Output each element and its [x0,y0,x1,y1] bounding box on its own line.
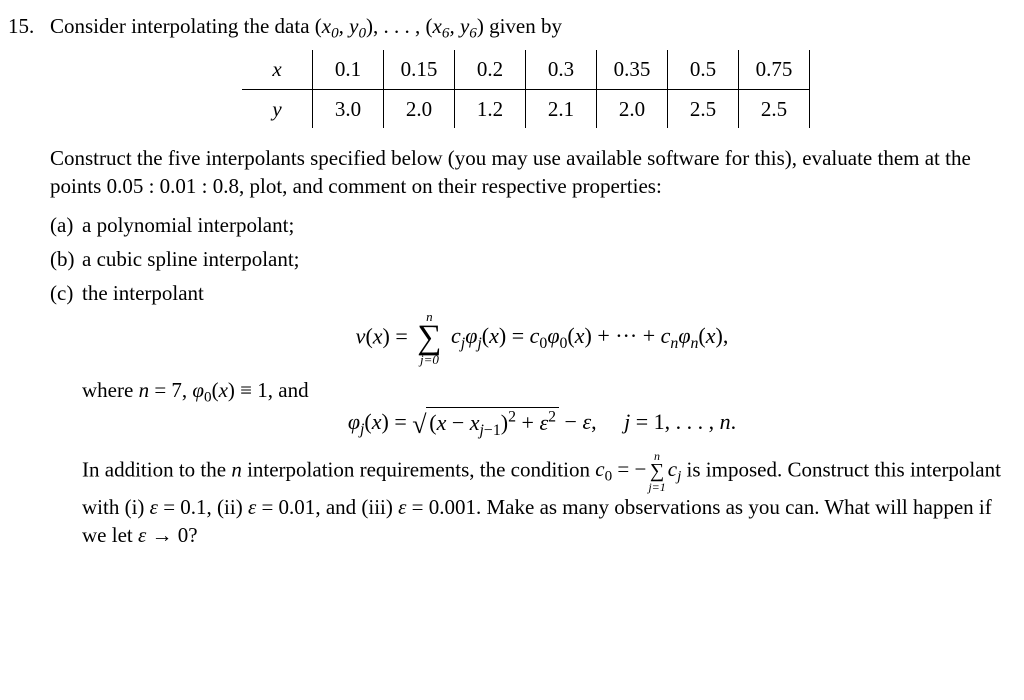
intro-pair-6: x6, y6 [433,14,477,38]
subpart-text: the interpolant [82,281,204,305]
cell: 0.15 [384,50,455,89]
closing-mid3: , (ii) [207,495,248,519]
closing-mid4: , and (iii) [315,495,398,519]
where-pre: where [82,378,139,402]
instruction-paragraph: Construct the five interpolants specifie… [50,144,1002,201]
data-table: x 0.1 0.15 0.2 0.3 0.35 0.5 0.75 y 3.0 2… [242,50,810,128]
where-post: , and [268,378,309,402]
subpart-text: a polynomial interpolant; [82,213,294,237]
closing-cond-lhs: c0 = − [595,457,646,481]
sum-inline: n∑j=1 [648,450,665,493]
intro-mid1: ), . . . , ( [366,14,433,38]
cell: 0.35 [597,50,668,89]
sigma-icon: ∑ [417,323,441,354]
eps1: ε = 0.1 [150,495,207,519]
subpart-label: (a) [50,211,73,239]
intro-text: Consider interpolating the data (x0, y0)… [50,12,1002,40]
cell: 0.3 [526,50,597,89]
cell: 0.75 [739,50,810,89]
cell: 0.1 [313,50,384,89]
eps-lim: ε → 0 [138,523,188,547]
phi-tail: − ε, [565,409,597,434]
equation-phi: φj(x) = (x − xj−1)2 + ε2 − ε, j = 1, . .… [82,407,1002,440]
closing-end: ? [188,523,197,547]
subpart-label: (b) [50,245,75,273]
table-row: x 0.1 0.15 0.2 0.3 0.35 0.5 0.75 [242,50,810,89]
closing-cond-rhs: cj [668,457,682,481]
subpart-b: (b) a cubic spline interpolant; [50,245,1002,273]
equation-v: v(x) = n ∑ j=0 cjφj(x) = c0φ0(x) + ··· +… [82,310,1002,367]
cell: 3.0 [313,89,384,128]
table-row: y 3.0 2.0 1.2 2.1 2.0 2.5 2.5 [242,89,810,128]
cell: 0.2 [455,50,526,89]
subpart-label: (c) [50,279,73,307]
closing-mid1: interpolation requirements, the conditio… [242,457,595,481]
subpart-a: (a) a polynomial interpolant; [50,211,1002,239]
intro-pre: Consider interpolating the data ( [50,14,322,38]
question-number: 15. [8,12,34,40]
eps2: ε = 0.01 [248,495,315,519]
sum-lower: j=0 [417,353,441,366]
eq-lhs: v(x) = [356,323,408,348]
intro-post: ) given by [477,14,562,38]
question-body: Consider interpolating the data (x0, y0)… [50,12,1002,550]
sum-lower: j=1 [648,481,665,493]
sigma-icon: ∑ [648,462,665,481]
radicand: (x − xj−1)2 + ε2 [426,407,559,440]
subparts-list: (a) a polynomial interpolant; (b) a cubi… [50,211,1002,550]
where-n: n = 7 [139,378,182,402]
cell: 2.5 [739,89,810,128]
sum-symbol: n ∑ j=0 [417,310,441,367]
row-label-x: x [242,50,313,89]
cell: 2.0 [384,89,455,128]
closing-paragraph: In addition to the n interpolation requi… [82,450,1002,550]
cell: 2.5 [668,89,739,128]
row-label-y: y [242,89,313,128]
closing-n: n [231,457,242,481]
cell: 2.1 [526,89,597,128]
cell: 0.5 [668,50,739,89]
eps3: ε = 0.001 [398,495,476,519]
problem-page: 15. Consider interpolating the data (x0,… [0,0,1024,568]
closing-pre: In addition to the [82,457,231,481]
where-sep: , [182,378,193,402]
eq-term: cjφj(x) [451,323,506,348]
intro-pair-0: x0, y0 [322,14,366,38]
eq-expanded: = c0φ0(x) + ··· + cnφn(x), [512,323,729,348]
subpart-c: (c) the interpolant v(x) = n ∑ j=0 cjφj(… [50,279,1002,549]
phi-range: j = 1, . . . , n. [624,409,736,434]
cell: 1.2 [455,89,526,128]
where-line: where n = 7, φ0(x) ≡ 1, and [82,376,1002,404]
sqrt-icon: (x − xj−1)2 + ε2 [412,407,559,440]
where-phi0: φ0(x) ≡ 1 [192,378,267,402]
cell: 2.0 [597,89,668,128]
phi-lhs: φj(x) = [348,409,407,434]
subpart-text: a cubic spline interpolant; [82,247,300,271]
